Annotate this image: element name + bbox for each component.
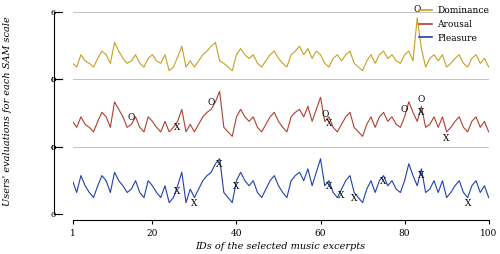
- Text: X: X: [464, 199, 471, 208]
- Text: O: O: [208, 98, 215, 106]
- Text: X: X: [326, 182, 332, 191]
- Text: X: X: [418, 108, 424, 117]
- Text: X: X: [216, 160, 223, 169]
- Text: X: X: [191, 199, 198, 208]
- Text: X: X: [380, 177, 387, 186]
- Text: X: X: [338, 191, 344, 200]
- Text: O: O: [321, 109, 328, 119]
- X-axis label: IDs of the selected music excerpts: IDs of the selected music excerpts: [196, 242, 366, 251]
- Text: X: X: [351, 194, 358, 203]
- Text: O: O: [414, 6, 421, 14]
- Text: O: O: [418, 94, 425, 104]
- Text: X: X: [174, 187, 181, 196]
- Text: X: X: [174, 123, 181, 132]
- Text: X: X: [326, 119, 332, 128]
- Y-axis label: Users' evaluations for each SAM scale: Users' evaluations for each SAM scale: [2, 17, 12, 206]
- Text: X: X: [444, 134, 450, 142]
- Legend: Dominance, Arousal, Pleasure: Dominance, Arousal, Pleasure: [416, 3, 492, 46]
- Text: X: X: [418, 170, 424, 180]
- Text: X: X: [234, 182, 239, 191]
- Text: O: O: [128, 113, 135, 122]
- Text: O: O: [401, 105, 408, 114]
